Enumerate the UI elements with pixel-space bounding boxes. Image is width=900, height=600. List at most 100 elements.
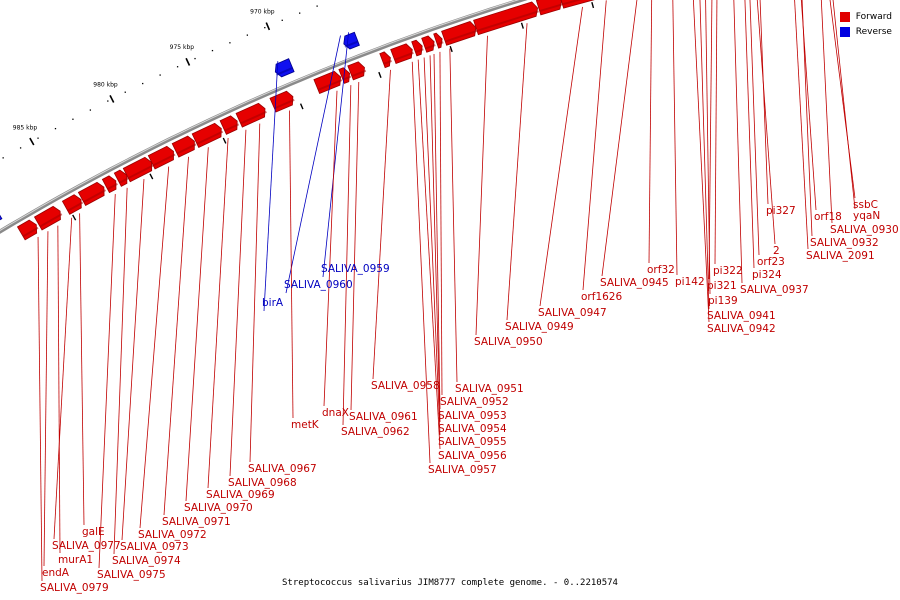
gene-label-saliva-0969[interactable]: SALIVA_0969: [206, 489, 275, 501]
gene-label-saliva-0930[interactable]: SALIVA_0930: [830, 224, 899, 236]
forward-gene-block[interactable]: [122, 156, 154, 183]
reverse-gene-block[interactable]: [274, 58, 295, 78]
forward-gene-block[interactable]: [113, 169, 129, 187]
gene-label-saliva-0967[interactable]: SALIVA_0967: [248, 463, 317, 475]
forward-gene-block[interactable]: [411, 39, 424, 57]
forward-gene-block[interactable]: [191, 122, 224, 149]
reverse-gene-block[interactable]: [0, 207, 3, 221]
reverse-gene-block[interactable]: [343, 31, 360, 50]
forward-gene-block[interactable]: [33, 205, 63, 231]
forward-gene-block[interactable]: [347, 61, 367, 81]
forward-gene-block[interactable]: [235, 102, 267, 128]
tick-label: 985 kbp: [13, 124, 38, 131]
forward-gene-block[interactable]: [269, 90, 295, 113]
forward-gene-block[interactable]: [101, 175, 118, 194]
gene-label-pi324[interactable]: pi324: [752, 269, 782, 281]
gene-label-pi327[interactable]: pi327: [766, 205, 796, 217]
gene-label-mura1[interactable]: murA1: [58, 554, 93, 566]
leader-line: [699, 0, 710, 310]
gene-label-pi322[interactable]: pi322: [713, 265, 743, 277]
gene-label-saliva-0975[interactable]: SALIVA_0975: [97, 569, 166, 581]
gene-label-saliva-0977[interactable]: SALIVA_0977: [52, 540, 121, 552]
gene-shadow: [394, 51, 414, 61]
tick-layer: 930 kbp935 kbp940 kbp945 kbp950 kbp955 k…: [2, 2, 595, 221]
gene-label-ssbc[interactable]: ssbC: [853, 199, 878, 211]
leader-line: [423, 57, 441, 436]
gene-label-metk[interactable]: metK: [291, 419, 320, 431]
gene-label-orf23[interactable]: orf23: [757, 256, 785, 268]
gene-label-saliva-0979[interactable]: SALIVA_0979: [40, 582, 109, 594]
forward-gene-block[interactable]: [379, 51, 392, 69]
gene-label-saliva-0972[interactable]: SALIVA_0972: [138, 529, 207, 541]
forward-gene-block[interactable]: [171, 135, 197, 158]
gene-label-saliva-0952[interactable]: SALIVA_0952: [440, 396, 509, 408]
leader-line: [342, 85, 352, 426]
forward-gene-block[interactable]: [433, 32, 444, 49]
gene-label-saliva-0950[interactable]: SALIVA_0950: [474, 336, 543, 348]
gene-label-orf32[interactable]: orf32: [647, 264, 675, 276]
legend-reverse-label: Reverse: [855, 26, 892, 37]
forward-gene-block[interactable]: [535, 0, 563, 16]
gene-label-saliva-0956[interactable]: SALIVA_0956: [438, 450, 507, 462]
major-tick: [185, 57, 191, 66]
gene-label-saliva-0958[interactable]: SALIVA_0958: [371, 380, 440, 392]
gene-label-gale[interactable]: galE: [82, 526, 105, 538]
gene-label-saliva-0953[interactable]: SALIVA_0953: [438, 410, 507, 422]
gene-label-saliva-0951[interactable]: SALIVA_0951: [455, 383, 524, 395]
leader-line: [648, 0, 653, 264]
gene-label-saliva-0937[interactable]: SALIVA_0937: [740, 284, 809, 296]
inner-tick: [520, 22, 524, 29]
gene-label-pi142[interactable]: pi142: [675, 276, 705, 288]
gene-label-pi139[interactable]: pi139: [708, 295, 738, 307]
leader-line: [322, 32, 349, 278]
gene-label-saliva-0974[interactable]: SALIVA_0974: [112, 555, 181, 567]
gene-label-saliva-0945[interactable]: SALIVA_0945: [600, 277, 669, 289]
gene-shadow: [436, 41, 444, 46]
gene-label-saliva-0949[interactable]: SALIVA_0949: [505, 321, 574, 333]
gene-label-dnax[interactable]: dnaX: [322, 407, 349, 419]
inner-tick: [222, 137, 227, 144]
minor-tick: [211, 49, 214, 52]
gene-label-saliva-0973[interactable]: SALIVA_0973: [120, 541, 189, 553]
forward-gene-block[interactable]: [219, 115, 240, 135]
legend-reverse: Reverse: [839, 24, 892, 39]
gene-label-2[interactable]: 2: [773, 245, 780, 257]
forward-gene-block[interactable]: [16, 219, 39, 241]
leader-line: [98, 194, 116, 569]
gene-label-saliva-2091[interactable]: SALIVA_2091: [806, 250, 875, 262]
gene-label-saliva-0955[interactable]: SALIVA_0955: [438, 436, 507, 448]
gene-label-saliva-0961[interactable]: SALIVA_0961: [349, 411, 418, 423]
leader-line: [506, 23, 528, 321]
leader-line: [601, 0, 638, 277]
gene-label-saliva-0947[interactable]: SALIVA_0947: [538, 307, 607, 319]
gene-label-bira[interactable]: birA: [262, 297, 284, 309]
gene-label-saliva-0960[interactable]: SALIVA_0960: [284, 279, 353, 291]
gene-arrow: [379, 51, 391, 69]
gene-label-saliva-0957[interactable]: SALIVA_0957: [428, 464, 497, 476]
gene-label-enda[interactable]: endA: [42, 567, 70, 579]
gene-label-orf1626[interactable]: orf1626: [581, 291, 622, 303]
gene-label-saliva-0954[interactable]: SALIVA_0954: [438, 423, 507, 435]
gene-label-saliva-0959[interactable]: SALIVA_0959: [321, 263, 390, 275]
gene-label-saliva-0932[interactable]: SALIVA_0932: [810, 237, 879, 249]
forward-gene-block[interactable]: [61, 194, 84, 215]
gene-label-orf18[interactable]: orf18: [814, 211, 842, 223]
gene-label-saliva-0942[interactable]: SALIVA_0942: [707, 323, 776, 335]
forward-gene-block[interactable]: [390, 43, 414, 65]
gene-label-yqan[interactable]: yqaN: [853, 210, 880, 222]
gene-label-saliva-0970[interactable]: SALIVA_0970: [184, 502, 253, 514]
forward-gene-block[interactable]: [77, 181, 107, 207]
forward-gene-block[interactable]: [473, 1, 539, 36]
forward-gene-block[interactable]: [421, 35, 436, 53]
gene-label-pi321[interactable]: pi321: [707, 280, 737, 292]
leader-line: [139, 166, 170, 529]
forward-gene-block[interactable]: [147, 145, 176, 170]
forward-gene-block[interactable]: [441, 21, 478, 46]
legend: Forward Reverse: [839, 9, 892, 39]
minor-tick: [194, 57, 196, 60]
gene-label-saliva-0968[interactable]: SALIVA_0968: [228, 477, 297, 489]
gene-label-saliva-0941[interactable]: SALIVA_0941: [707, 310, 776, 322]
forward-gene-block[interactable]: [559, 0, 636, 9]
gene-label-saliva-0962[interactable]: SALIVA_0962: [341, 426, 410, 438]
gene-label-saliva-0971[interactable]: SALIVA_0971: [162, 516, 231, 528]
